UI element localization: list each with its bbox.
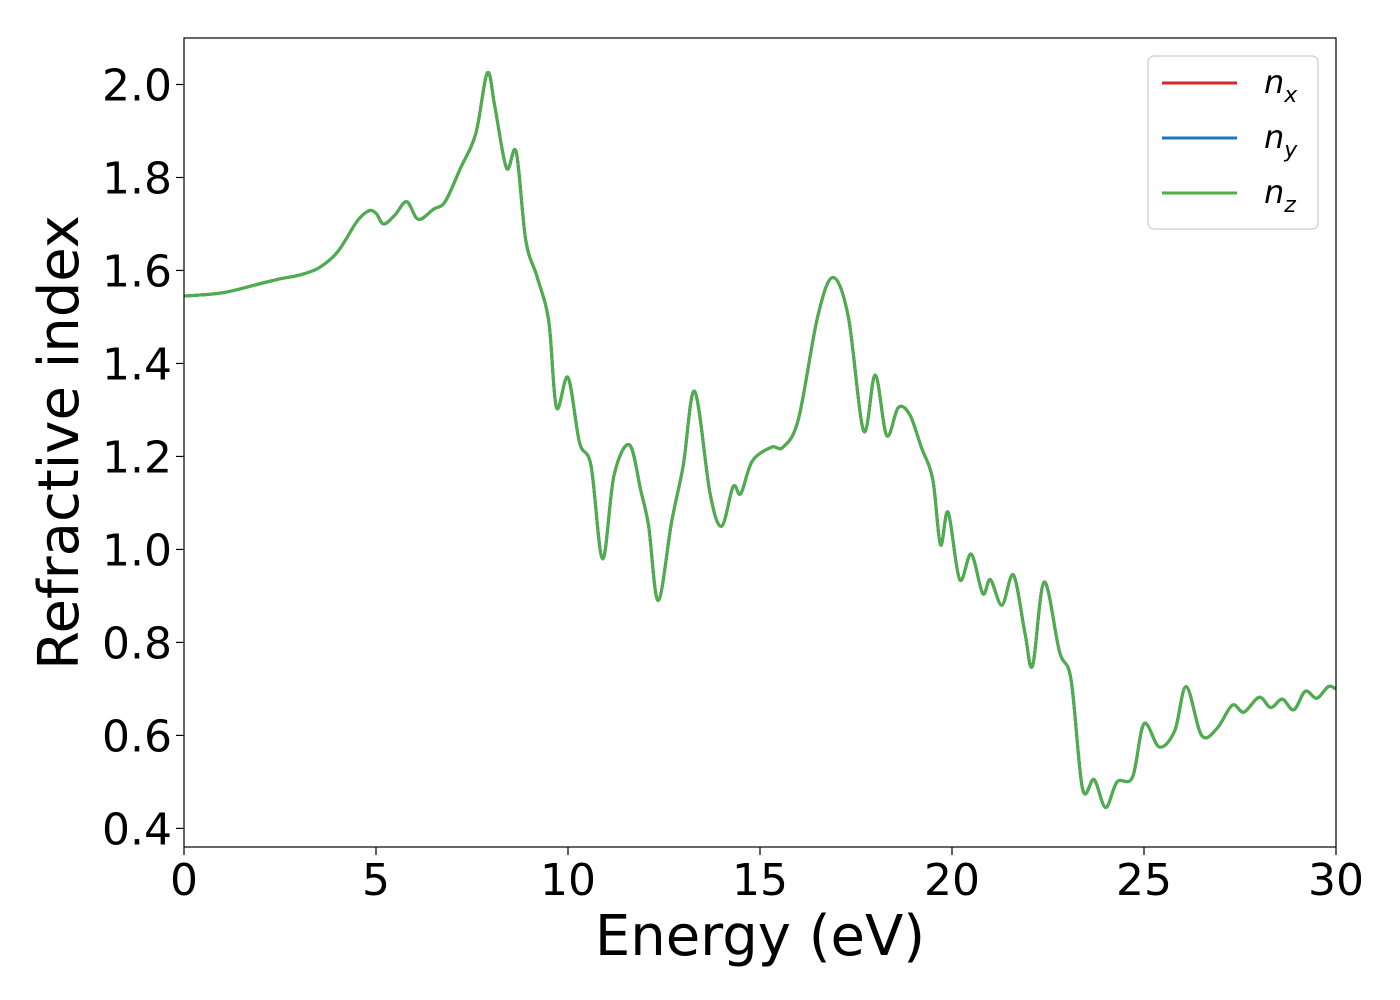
y-tick-label: 1.8	[102, 153, 172, 204]
x-tick-label: 30	[1308, 855, 1364, 906]
legend-box	[1147, 55, 1319, 230]
y-axis-title: Refractive index	[27, 215, 92, 670]
x-axis-title: Energy (eV)	[595, 904, 925, 969]
y-tick-label: 0.8	[102, 618, 172, 669]
series-line-nz	[183, 70, 1337, 809]
legend-label-ny: ny	[1264, 118, 1298, 163]
legend-label-subscript: y	[1283, 138, 1298, 163]
y-tick-label: 1.2	[102, 432, 172, 483]
x-tick-label: 10	[540, 855, 596, 906]
y-tick-label: 1.6	[102, 246, 172, 297]
y-tick-label: 1.4	[102, 339, 172, 390]
x-tick-label: 5	[362, 855, 390, 906]
y-axis-ticks: 0.4 0.6 0.8 1.0 1.2 1.4 1.6 1.8 2.0	[102, 60, 184, 855]
legend-label-base: n	[1264, 173, 1284, 211]
x-tick-label: 0	[170, 855, 198, 906]
x-tick-label: 15	[732, 855, 788, 906]
legend-label-base: n	[1264, 63, 1284, 101]
x-tick-label: 25	[1116, 855, 1172, 906]
legend-label-nz: nz	[1264, 173, 1296, 218]
legend-label-nx: nx	[1264, 63, 1298, 108]
series-layer	[183, 70, 1337, 809]
y-tick-label: 0.4	[102, 804, 172, 855]
x-axis-ticks: 0 5 10 15 20 25 30	[170, 847, 1364, 906]
legend-label-subscript: z	[1283, 193, 1296, 218]
y-tick-label: 2.0	[102, 60, 172, 111]
y-tick-label: 1.0	[102, 525, 172, 576]
legend-label-subscript: x	[1283, 83, 1298, 108]
x-tick-label: 20	[924, 855, 980, 906]
y-tick-label: 0.6	[102, 711, 172, 762]
legend-label-base: n	[1264, 118, 1284, 156]
